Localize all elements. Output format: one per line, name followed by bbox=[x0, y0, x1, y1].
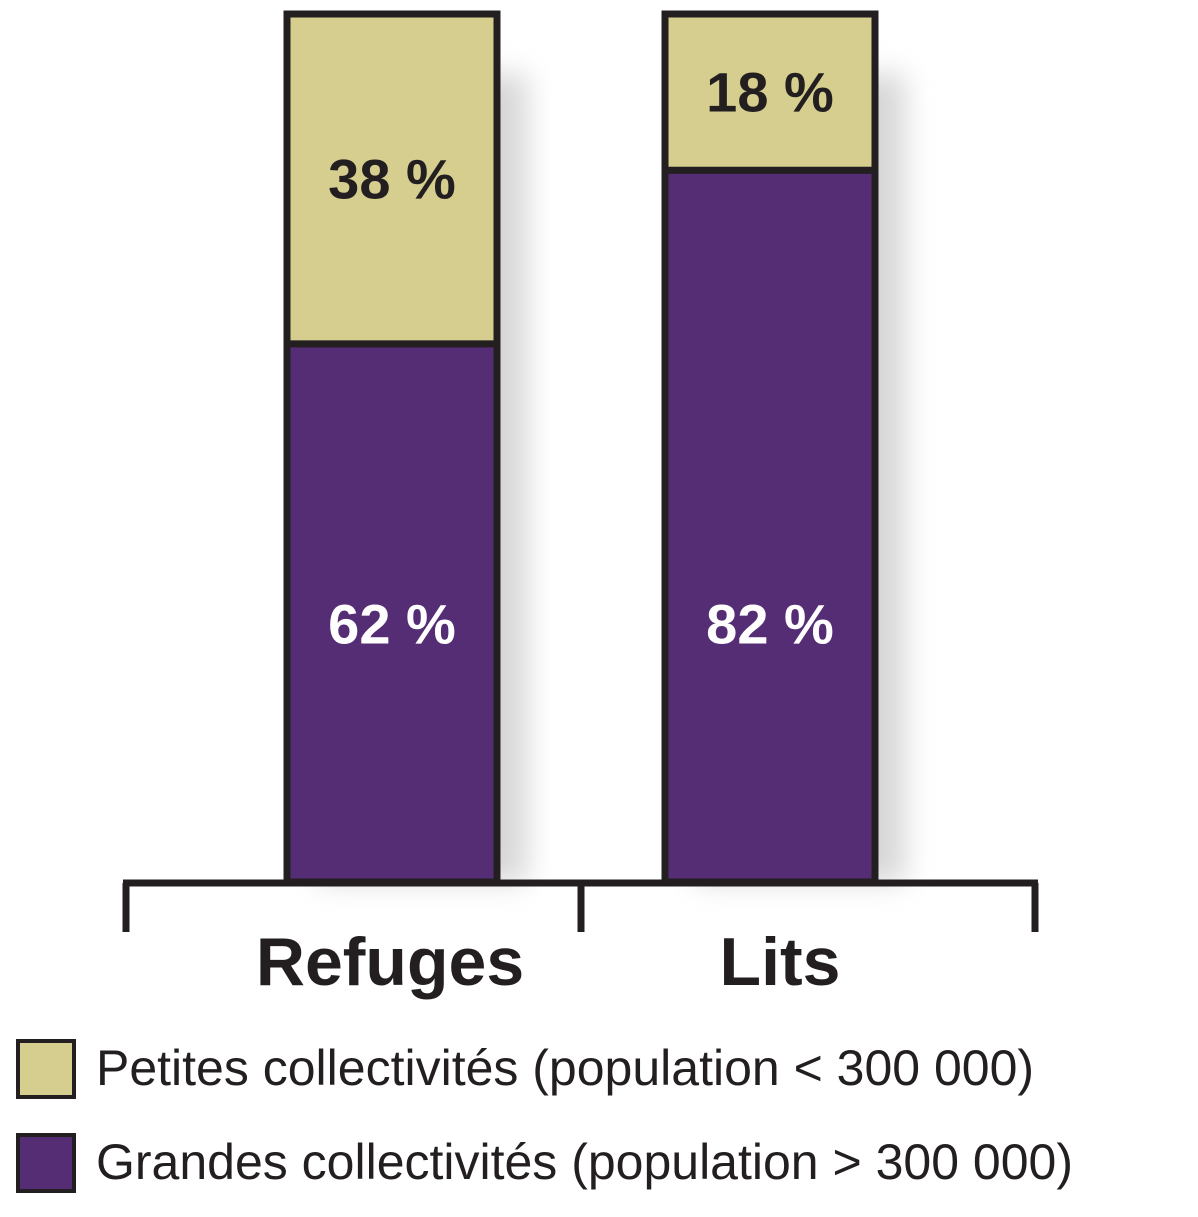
legend-swatch-grandes bbox=[16, 1133, 76, 1193]
bar-value-label-lits-grandes: 82 % bbox=[706, 593, 834, 656]
legend-swatch-petites bbox=[16, 1039, 76, 1099]
bars: 62 % 38 % 82 % 18 % bbox=[283, 10, 879, 886]
legend-label-petites: Petites collectivités (population < 300 … bbox=[96, 1040, 1034, 1096]
category-labels: Refuges Lits bbox=[256, 924, 841, 1000]
category-axis bbox=[122, 879, 1039, 932]
category-label-lits: Lits bbox=[720, 924, 841, 1000]
bar-segment-refuges-petites bbox=[283, 10, 501, 348]
legend: Petites collectivités (population < 300 … bbox=[16, 1039, 1073, 1193]
bar-value-label-refuges-grandes: 62 % bbox=[328, 593, 456, 656]
bar-value-label-lits-petites: 18 % bbox=[706, 61, 834, 124]
bar-segment-lits-grandes bbox=[661, 166, 879, 886]
bar-value-label-refuges-petites: 38 % bbox=[328, 147, 456, 210]
legend-label-grandes: Grandes collectivités (population > 300 … bbox=[96, 1134, 1073, 1190]
bar-segment-lits-petites bbox=[661, 10, 879, 174]
category-label-refuges: Refuges bbox=[256, 924, 524, 1000]
